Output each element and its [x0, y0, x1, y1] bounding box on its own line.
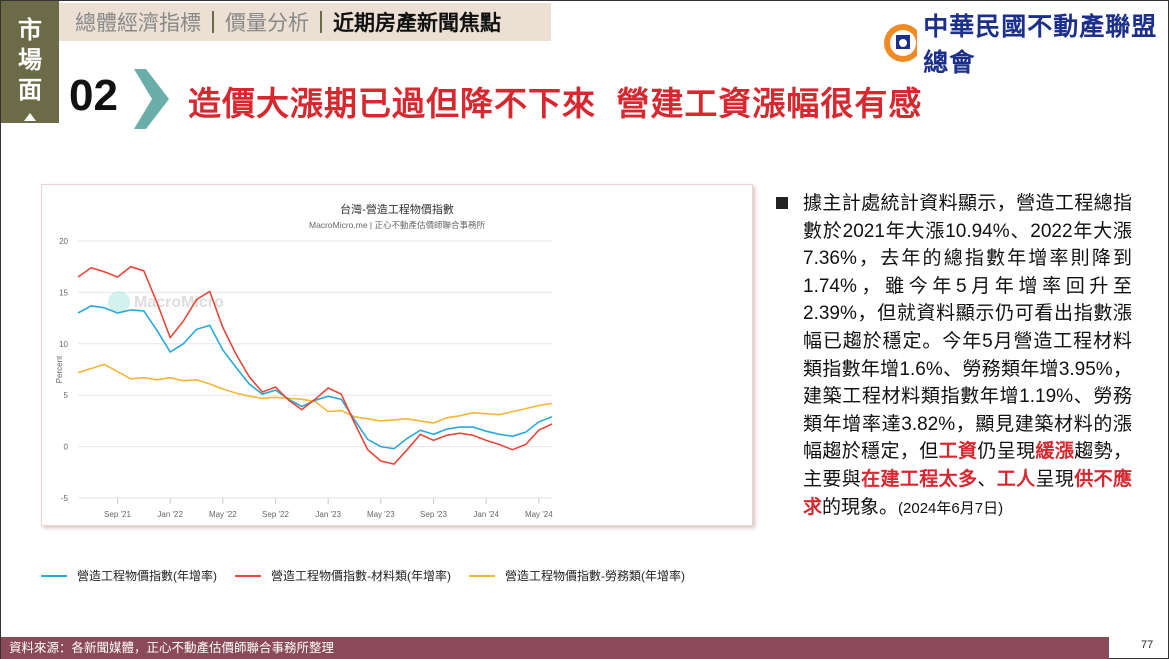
legend-swatch [235, 574, 261, 577]
nav-divider [212, 11, 214, 33]
triangle-up-icon [24, 113, 36, 121]
commentary-paragraph: 據主計處統計資料顯示，營造工程總指數於2021年大漲10.94%、2022年大漲… [776, 190, 1132, 522]
section-nav: 總體經濟指標 價量分析 近期房產新聞焦點 [59, 3, 551, 41]
page-number: 77 [1141, 639, 1154, 651]
y-tick-label: 15 [59, 288, 68, 297]
x-tick-label: Sep '21 [104, 510, 131, 519]
section-tab-label-2: 場 [18, 47, 42, 74]
body-text-segment: (2024年6月7日) [898, 499, 1004, 517]
legend-swatch [41, 574, 67, 577]
x-tick-label: May '23 [367, 510, 395, 519]
highlight-text: 工資 [938, 441, 978, 463]
chart-title: 台灣-營造工程物價指數 [340, 204, 454, 216]
chevron-right-icon [134, 69, 169, 129]
nav-divider [320, 11, 322, 33]
highlight-text: 緩漲 [1035, 441, 1075, 463]
body-text-segment: 、 [977, 468, 997, 490]
nav-item-macro[interactable]: 總體經濟指標 [75, 12, 201, 35]
legend-item-materials[interactable]: 營造工程物價指數-材料類(年增率) [235, 567, 451, 584]
x-tick-label: May '22 [209, 510, 237, 519]
chart-legend: 營造工程物價指數(年增率) 營造工程物價指數-材料類(年增率) 營造工程物價指數… [41, 567, 703, 584]
section-tab-label-3: 面 [18, 77, 42, 104]
watermark-logo-icon [108, 291, 130, 313]
x-tick-label: May '24 [525, 510, 553, 519]
watermark: MacroMicro [134, 294, 224, 311]
x-tick-label: Jan '23 [315, 510, 341, 519]
series-line-total [77, 304, 553, 450]
y-tick-label: -5 [61, 494, 69, 503]
bullet-icon [776, 197, 788, 209]
legend-label: 營造工程物價指數-勞務類(年增率) [505, 569, 685, 583]
highlight-text: 供不應求 [803, 468, 1132, 518]
body-text-segment: 據主計處統計資料顯示，營造工程總指數於2021年大漲10.94%、2022年大漲… [803, 193, 1132, 463]
association-emblem-icon [884, 24, 918, 62]
footer-source: 資料來源：各新聞媒體，正心不動產估價師聯合事務所整理 [1, 637, 1109, 659]
chart-panel: 台灣-營造工程物價指數 MacroMicro.me | 正心不動產估價師聯合事務… [41, 184, 753, 526]
highlight-text: 工人 [996, 468, 1036, 490]
y-axis-label: Percent [55, 355, 64, 383]
nav-item-price-volume[interactable]: 價量分析 [225, 12, 309, 35]
line-chart: 20 15 10 5 0 -5 Percent Sep '21 Jan '22 May '22 Se… [55, 237, 553, 519]
body-text-segment: 仍呈現 [977, 441, 1036, 463]
highlight-text: 在建工程太多 [861, 468, 978, 490]
y-tick-label: 0 [64, 443, 69, 452]
logo: 中華民國不動產聯盟總會 [883, 7, 1168, 79]
page-title: 造價大漲期已過但降不下來 營建工資漲幅很有感 [188, 85, 923, 122]
x-tick-label: Sep '23 [420, 510, 447, 519]
x-tick-label: Sep '22 [262, 510, 289, 519]
legend-item-labor[interactable]: 營造工程物價指數-勞務類(年增率) [469, 567, 685, 584]
section-number: 02 [69, 71, 118, 120]
x-tick-label: Jan '24 [473, 510, 499, 519]
section-tab-label-1: 市 [18, 17, 42, 44]
nav-item-news[interactable]: 近期房產新聞焦點 [333, 12, 501, 35]
legend-item-total[interactable]: 營造工程物價指數(年增率) [41, 567, 217, 584]
logo-name: 中華民國不動產聯盟總會 [923, 12, 1158, 77]
legend-label: 營造工程物價指數-材料類(年增率) [271, 569, 451, 583]
series-line-materials [77, 265, 553, 465]
body-text-segment: 趨勢，主要與 [803, 441, 1132, 490]
y-tick-label: 10 [59, 340, 68, 349]
body-text-segment: 呈現 [1035, 468, 1075, 490]
body-text-segment: 的現象。 [822, 496, 899, 518]
x-tick-label: Jan '22 [157, 510, 183, 519]
legend-swatch [469, 574, 495, 577]
commentary: 據主計處統計資料顯示，營造工程總指數於2021年大漲10.94%、2022年大漲… [776, 190, 1132, 522]
chart-subtitle: MacroMicro.me | 正心不動產估價師聯合事務所 [309, 220, 485, 230]
y-tick-label: 5 [64, 391, 69, 400]
section-tab-market[interactable]: 市 場 面 [1, 1, 59, 123]
y-tick-label: 20 [59, 237, 68, 246]
legend-label: 營造工程物價指數(年增率) [77, 569, 217, 583]
series-line-labor [77, 363, 553, 424]
